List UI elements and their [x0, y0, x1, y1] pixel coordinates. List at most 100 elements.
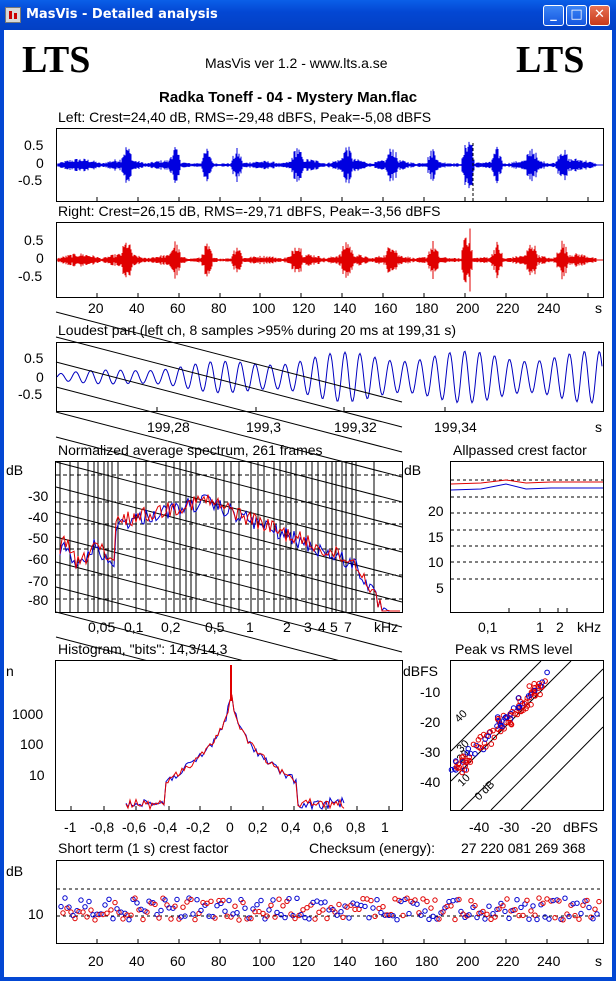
data-point [516, 704, 523, 710]
maximize-button[interactable]: □ [566, 5, 587, 26]
data-point [525, 693, 532, 699]
peak-rms-xtick: -40 [469, 819, 490, 835]
data-point [300, 907, 306, 913]
data-point [420, 896, 426, 902]
right-ytick: 0 [36, 250, 44, 266]
histogram-xtick: -0,2 [186, 819, 211, 835]
allpass-right-trace [450, 479, 603, 485]
data-point [312, 916, 318, 922]
data-point [484, 911, 490, 917]
data-point [448, 767, 455, 773]
data-point [254, 902, 260, 908]
data-point [424, 898, 430, 905]
spectrum-xtick: 7 [344, 619, 352, 635]
data-point [340, 914, 346, 920]
data-point [380, 904, 386, 910]
left-ytick: -0.5 [18, 172, 43, 188]
short-term-xtick: 160 [374, 953, 398, 969]
data-point [455, 765, 461, 771]
histogram-xtick: 0 [226, 819, 234, 835]
histogram-xtick: -0,8 [90, 819, 115, 835]
data-point [294, 895, 300, 901]
data-point [80, 909, 86, 915]
data-point [182, 913, 188, 919]
data-point [566, 913, 572, 920]
data-point [512, 907, 518, 913]
data-point [452, 916, 458, 923]
title-bar[interactable]: MasVis - Detailed analysis _ □ ✕ [0, 0, 616, 30]
app-subtitle: MasVis ver 1.2 - www.lts.a.se [205, 55, 388, 71]
short-term-yunit: dB [6, 863, 24, 879]
data-point [346, 915, 352, 921]
left-waveform-panel [56, 128, 604, 202]
data-point [475, 737, 482, 743]
data-point [276, 896, 282, 902]
data-point [586, 904, 592, 911]
data-point [404, 895, 410, 901]
logo-left: LTS [22, 39, 91, 81]
waveform-xtick: 80 [211, 300, 227, 316]
data-point [546, 916, 552, 922]
slope-line [55, 411, 403, 503]
histogram-xtick: 0,8 [346, 819, 366, 835]
loudest-xtick: 199,28 [147, 419, 190, 435]
data-point [594, 911, 600, 917]
data-point [468, 898, 474, 904]
data-point [486, 903, 492, 909]
data-point [406, 910, 412, 917]
data-point [232, 903, 238, 909]
data-point [485, 733, 492, 740]
data-point [268, 902, 274, 908]
data-point [180, 904, 186, 910]
spectrum-xtick: 5 [330, 619, 338, 635]
data-point [86, 898, 92, 905]
data-point [535, 685, 542, 691]
peak-rms-caption: Peak vs RMS level [455, 641, 573, 657]
data-point [552, 915, 558, 921]
right-ytick: 0.5 [24, 232, 44, 248]
data-point [488, 916, 494, 922]
data-point [464, 750, 471, 756]
waveform-xtick: 60 [170, 300, 186, 316]
data-point [517, 698, 523, 705]
data-point [208, 898, 214, 904]
short-term-caption: Short term (1 s) crest factor [58, 840, 229, 856]
app-icon [5, 7, 21, 23]
data-point [134, 900, 140, 906]
data-point [106, 896, 112, 902]
data-point [194, 897, 200, 903]
data-point [434, 916, 440, 922]
data-point [258, 897, 264, 904]
minimize-button[interactable]: _ [543, 5, 564, 26]
peak-rms-ytick: -10 [420, 684, 441, 700]
close-button[interactable]: ✕ [589, 5, 610, 26]
data-point [264, 913, 270, 919]
data-point [483, 744, 489, 750]
data-point [474, 914, 480, 921]
data-point [292, 915, 298, 922]
spectrum-xtick: kHz [374, 619, 399, 635]
waveform-trace [57, 141, 597, 189]
loudest-ytick: 0.5 [24, 350, 44, 366]
data-point [104, 910, 110, 916]
allpass-yunit: dB [404, 462, 422, 478]
right-ytick: -0.5 [18, 268, 43, 284]
slope-line [55, 436, 403, 528]
data-point [84, 914, 90, 920]
data-point [400, 912, 406, 919]
histogram-ytick: 100 [20, 736, 44, 752]
spectrum-ytick: -50 [28, 530, 49, 546]
spectrum-xtick: 2 [283, 619, 291, 635]
data-point [62, 895, 68, 901]
short-term-panel [56, 860, 604, 944]
data-point [540, 900, 546, 906]
data-point [506, 915, 512, 922]
data-point [590, 916, 596, 922]
data-point [574, 900, 580, 906]
data-point [526, 683, 533, 689]
data-point [432, 897, 438, 903]
data-point [234, 910, 240, 916]
peak-rms-ytick: -40 [420, 774, 441, 790]
data-point [126, 917, 132, 923]
data-point [418, 912, 424, 918]
